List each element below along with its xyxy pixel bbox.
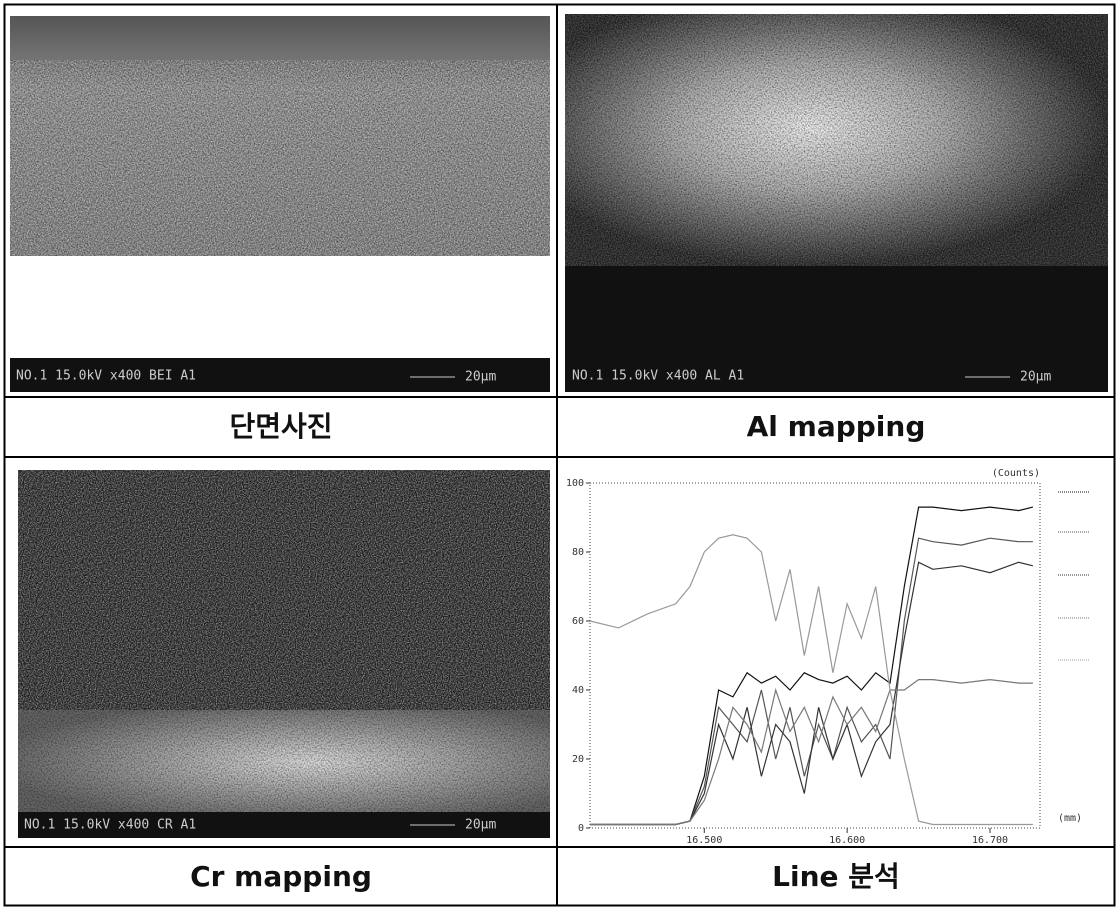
scale-label: 20μm (1020, 370, 1051, 385)
y-unit: (Counts) (992, 468, 1040, 479)
sem-info: NO.1 15.0kV x400 BEI A1 (16, 369, 196, 384)
y-tick-label: 100 (566, 478, 584, 489)
caption: 단면사진 (229, 410, 332, 443)
data-line (590, 678, 1033, 826)
scale-label: 20μm (465, 818, 496, 833)
scale-label: 20μm (465, 370, 496, 385)
table-border (3, 3, 1116, 907)
y-tick-label: 0 (578, 823, 584, 834)
plot-area (589, 482, 1041, 829)
caption: Line 분석 (772, 860, 900, 893)
sem-info: NO.1 15.0kV x400 AL A1 (572, 369, 744, 384)
sem-image (10, 16, 550, 392)
caption: Al mapping (747, 410, 926, 443)
x-unit: (mm) (1058, 813, 1082, 824)
x-tick-label: 16.700 (972, 835, 1008, 846)
y-tick-label: 80 (572, 547, 584, 558)
cr-map-image (18, 470, 550, 838)
sem-info: NO.1 15.0kV x400 CR A1 (24, 818, 196, 833)
caption: Cr mapping (190, 860, 372, 893)
data-line (589, 534, 1033, 826)
y-tick-label: 20 (572, 754, 584, 765)
al-map-image (565, 14, 1108, 392)
x-tick-label: 16.600 (829, 835, 865, 846)
data-line (590, 506, 1034, 826)
data-line (590, 561, 1034, 826)
x-tick-label: 16.500 (686, 835, 722, 846)
y-tick-label: 40 (572, 685, 584, 696)
legend (1058, 491, 1090, 661)
y-tick-label: 60 (572, 616, 584, 627)
